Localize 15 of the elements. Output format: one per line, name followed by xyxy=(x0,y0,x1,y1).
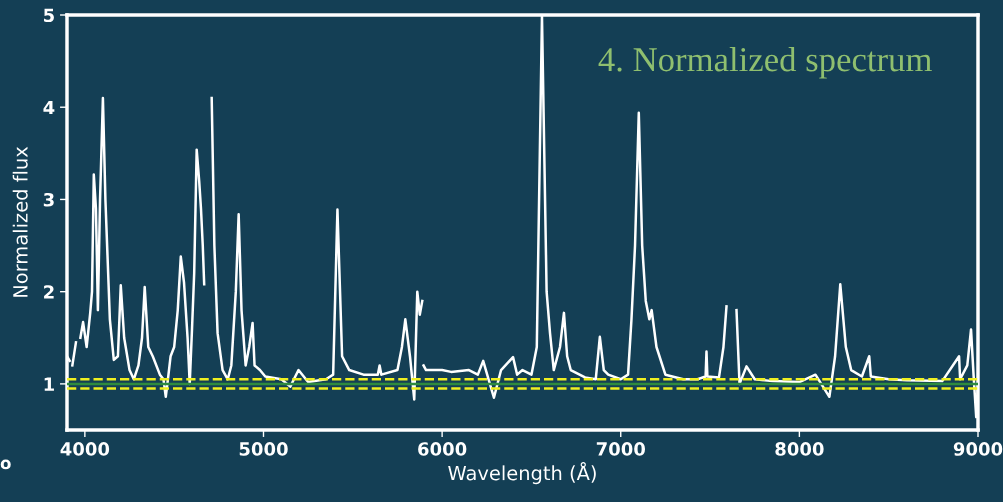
x-tick-label: 8000 xyxy=(775,442,824,456)
y-axis-title: Normalized flux xyxy=(12,146,28,297)
y-tick-label: 1 xyxy=(44,377,54,391)
x-axis-title: Wavelength (Å) xyxy=(448,462,596,485)
x-tick-label: 4000 xyxy=(60,442,110,456)
x-tick-label: 5000 xyxy=(239,442,288,456)
x-tick-label: 6000 xyxy=(418,442,467,456)
text: o xyxy=(0,459,11,470)
y-tick-label: 4 xyxy=(43,100,55,115)
y-tick-label: 5 xyxy=(44,8,54,23)
text: 4. Normalized spectrum xyxy=(598,46,932,79)
y-tick-label: 3 xyxy=(43,192,54,207)
y-tick-label: 2 xyxy=(44,285,54,299)
x-tick-label: 9000 xyxy=(953,442,1003,456)
x-tick-label: 7000 xyxy=(596,442,646,456)
